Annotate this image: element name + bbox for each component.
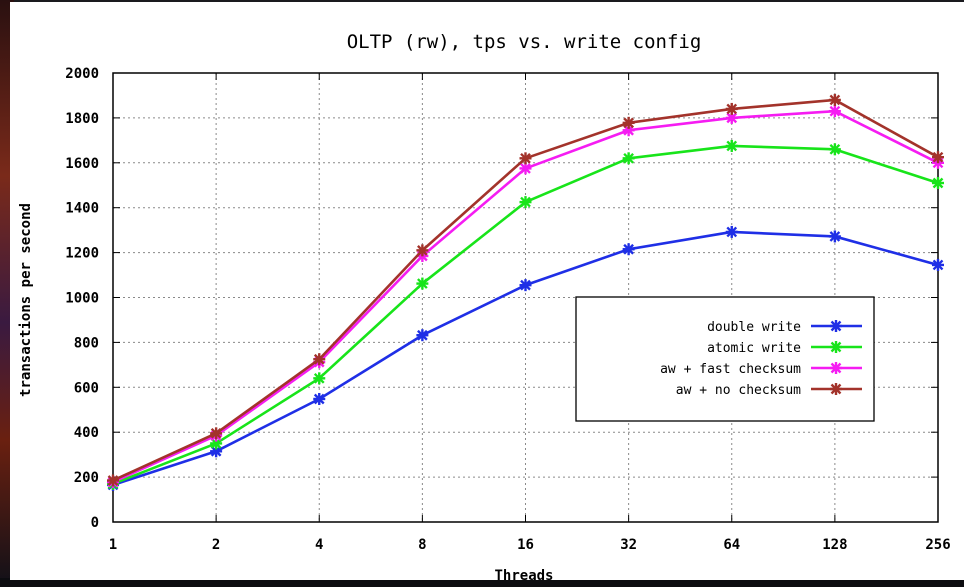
- x-axis-title: Threads: [494, 568, 553, 584]
- data-point-double-write: [519, 279, 532, 292]
- data-point-double-write: [932, 258, 944, 271]
- y-tick-label: 1000: [65, 291, 99, 307]
- y-tick-label: 1800: [65, 111, 99, 127]
- data-point-atomic-write: [622, 152, 635, 165]
- x-tick-label: 1: [109, 537, 117, 553]
- data-point-aw-fast-checksum: [519, 162, 532, 175]
- data-point-aw-no-checksum: [725, 102, 738, 115]
- y-tick-label: 1200: [65, 246, 99, 262]
- legend-label-aw-no-checksum: aw + no checksum: [676, 383, 801, 398]
- y-tick-label: 1600: [65, 156, 99, 172]
- data-point-aw-no-checksum: [622, 116, 635, 129]
- x-tick-label: 32: [620, 537, 637, 553]
- axes: 0 200 400 600 800 1000 1200 1400 1600 1800 2000 1 2 4…: [65, 66, 950, 553]
- data-point-aw-fast-checksum: [828, 105, 841, 118]
- data-point-atomic-write: [519, 196, 532, 209]
- data-point-aw-no-checksum: [107, 474, 119, 487]
- y-tick-label: 2000: [65, 66, 99, 82]
- series-layer: [107, 93, 944, 491]
- data-point-double-write: [416, 329, 429, 342]
- chart-title: OLTP (rw), tps vs. write config: [347, 31, 702, 53]
- y-tick-label: 0: [91, 515, 99, 531]
- data-point-aw-no-checksum: [416, 244, 429, 257]
- y-tick-label: 1400: [65, 201, 99, 217]
- data-point-aw-no-checksum: [210, 427, 223, 440]
- data-point-double-write: [725, 225, 738, 238]
- legend-box: [575, 296, 875, 422]
- y-tick-label: 200: [74, 470, 99, 486]
- legend-label-double-write: double write: [707, 320, 801, 335]
- data-point-aw-no-checksum: [313, 353, 326, 366]
- legend-marker-aw-no-checksum: [830, 383, 842, 395]
- y-tick-label: 800: [74, 335, 99, 351]
- legend: double write atomic write aw + fast checks…: [575, 296, 875, 422]
- legend-marker-double-write: [830, 320, 842, 332]
- data-point-atomic-write: [725, 139, 738, 152]
- legend-label-atomic-write: atomic write: [707, 341, 801, 356]
- legend-marker-aw-fast-checksum: [830, 362, 842, 374]
- legend-marker-atomic-write: [830, 341, 842, 353]
- y-tick-label: 600: [74, 380, 99, 396]
- data-point-aw-no-checksum: [932, 151, 944, 164]
- x-tick-label: 16: [517, 537, 534, 553]
- plot-frame: [112, 72, 939, 523]
- x-tick-label: 2: [212, 537, 220, 553]
- data-point-atomic-write: [828, 143, 841, 156]
- data-point-aw-no-checksum: [828, 93, 841, 106]
- chart-panel: [10, 2, 964, 580]
- x-tick-label: 8: [418, 537, 426, 553]
- data-point-atomic-write: [416, 277, 429, 290]
- data-point-double-write: [313, 392, 326, 405]
- data-point-double-write: [828, 230, 841, 243]
- x-tick-label: 64: [723, 537, 740, 553]
- data-point-aw-no-checksum: [519, 152, 532, 165]
- data-point-double-write: [622, 243, 635, 256]
- legend-label-aw-fast-checksum: aw + fast checksum: [660, 362, 801, 377]
- data-point-atomic-write: [313, 372, 326, 385]
- x-tick-label: 4: [315, 537, 323, 553]
- y-tick-label: 400: [74, 425, 99, 441]
- desktop-background-bottom: [0, 578, 964, 587]
- x-tick-label: 256: [925, 537, 950, 553]
- data-point-atomic-write: [932, 177, 944, 190]
- x-tick-label: 128: [822, 537, 847, 553]
- y-axis-title: transactions per second: [18, 203, 34, 397]
